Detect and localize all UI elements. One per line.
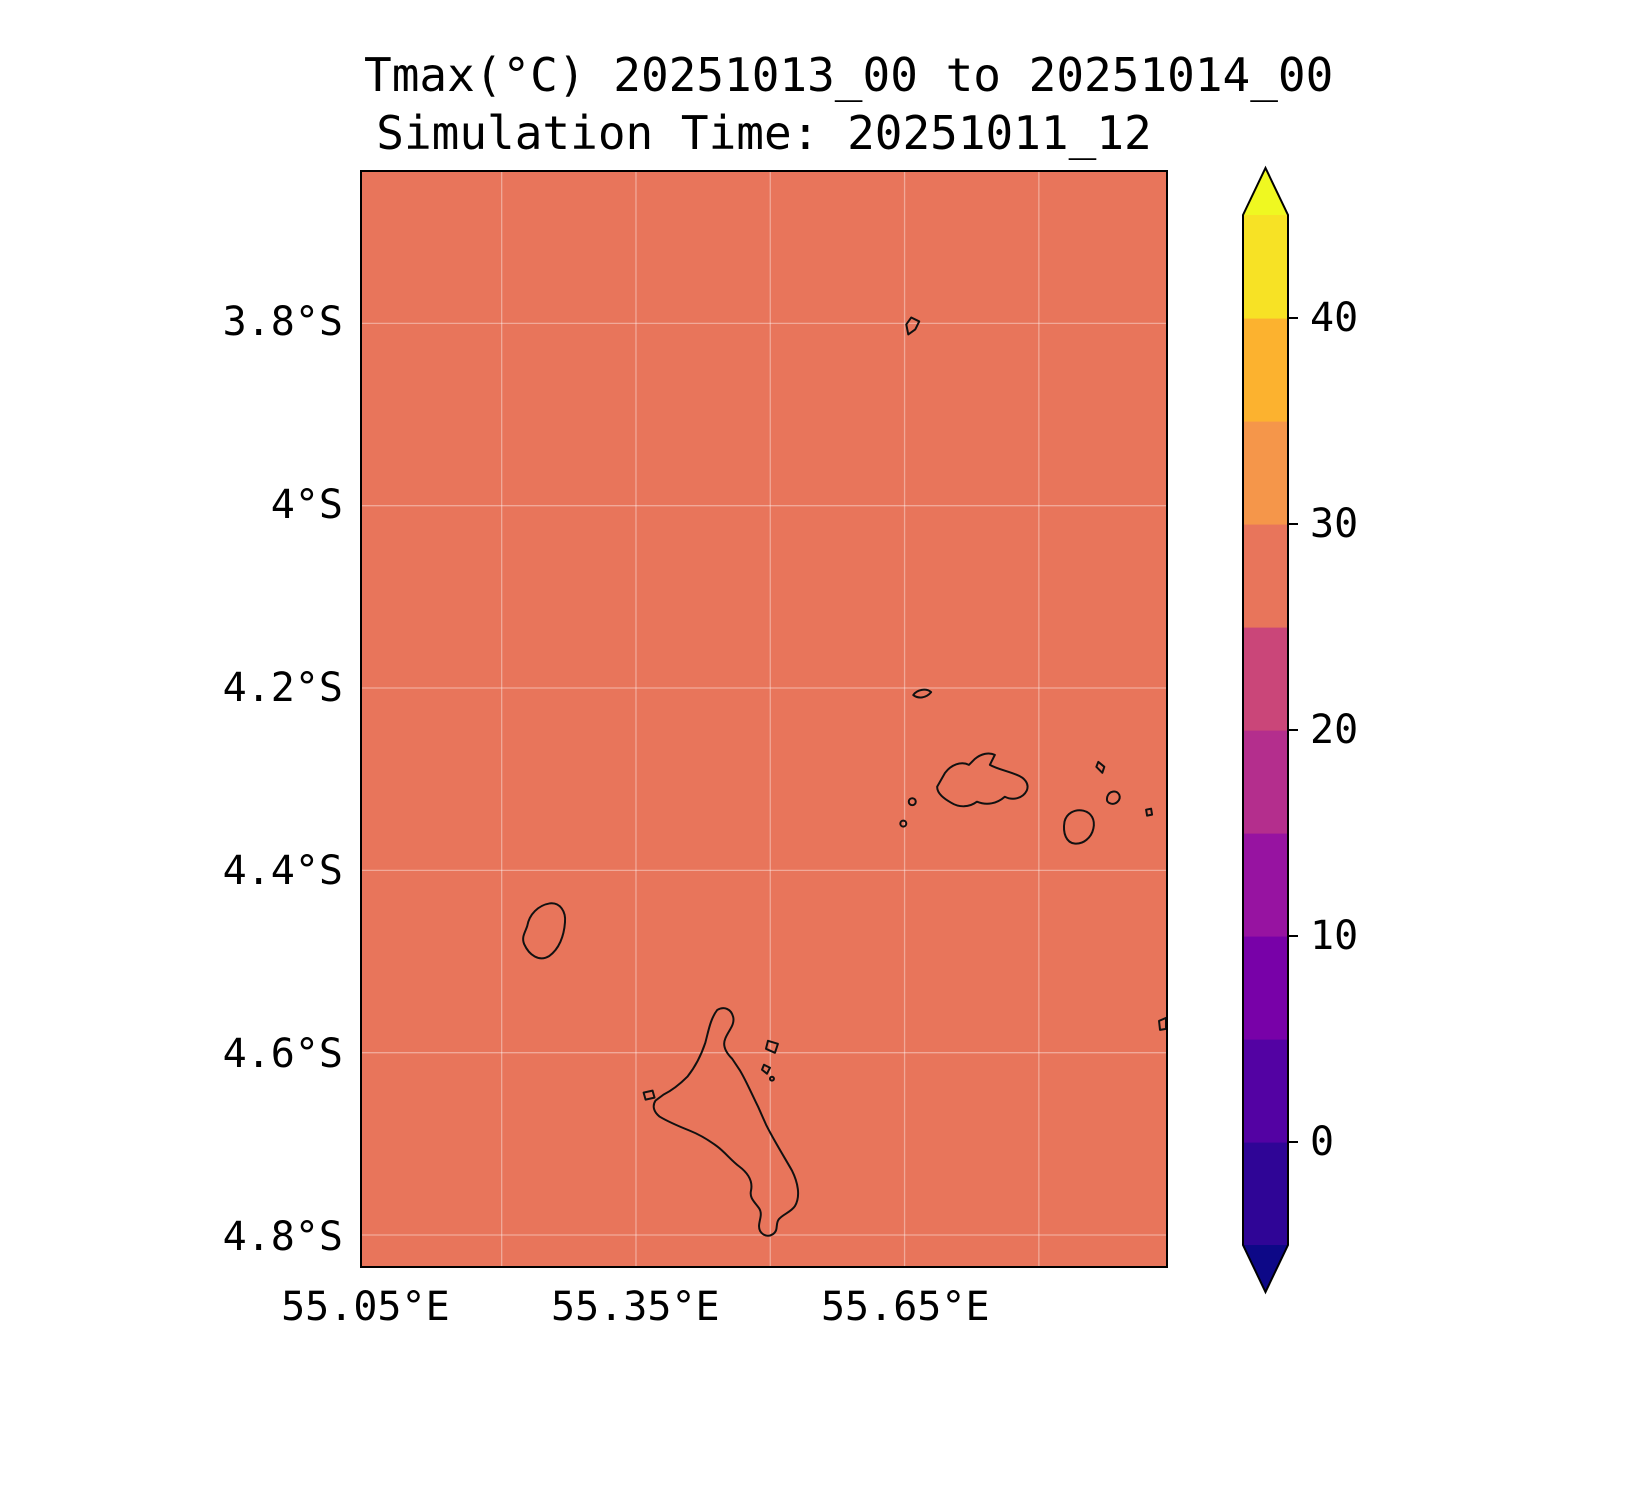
colorbar-band xyxy=(1243,936,1288,1040)
colorbar-over-arrow xyxy=(1243,168,1288,215)
colorbar-band xyxy=(1243,1039,1288,1143)
coastline-silhouette xyxy=(522,902,567,960)
y-tick-label: 4.4°S xyxy=(222,847,343,894)
coastline-islet-north xyxy=(905,316,921,336)
coastline-islet-praslin-west-2 xyxy=(899,819,908,828)
coastline-islet-mahe-west xyxy=(642,1089,656,1101)
x-tick-label: 55.35°E xyxy=(551,1284,720,1330)
colorbar-band xyxy=(1243,627,1288,731)
colorbar-band xyxy=(1243,318,1288,422)
coastlines xyxy=(522,316,1166,1237)
y-tick-label: 4.6°S xyxy=(222,1030,343,1077)
colorbar-band xyxy=(1243,730,1288,834)
colorbar-outline xyxy=(1242,165,1289,1295)
coastline-islet-east-3 xyxy=(1145,807,1154,817)
colorbar-tick-label: 20 xyxy=(1310,707,1358,753)
coastline-islet-praslin-west-1 xyxy=(907,797,917,807)
colorbar-tick-label: 10 xyxy=(1310,913,1358,959)
y-tick-label: 3.8°S xyxy=(222,298,343,345)
coastline-la-digue xyxy=(1063,809,1095,845)
coastline-praslin xyxy=(936,752,1029,808)
colorbar-band xyxy=(1243,833,1288,937)
map-canvas xyxy=(362,172,1166,1266)
x-tick-label: 55.05°E xyxy=(281,1284,450,1330)
colorbar-tick-label: 0 xyxy=(1310,1119,1334,1165)
x-tick-label: 55.65°E xyxy=(820,1284,990,1330)
colorbar-tick-label: 40 xyxy=(1310,295,1358,341)
coastline-islet-sliver xyxy=(912,688,933,699)
coastline-islet-mahe-east-1 xyxy=(764,1039,779,1054)
coastline-islet-mahe-east-2 xyxy=(761,1063,771,1075)
map-plot-area xyxy=(360,170,1168,1268)
y-tick-label: 4°S xyxy=(270,481,343,528)
coastline-islet-right-edge xyxy=(1158,1016,1166,1031)
colorbar-tick-label: 30 xyxy=(1310,501,1358,547)
plot-title-line2: Simulation Time: 20251011_12 xyxy=(376,106,1152,160)
y-tick-label: 4.8°S xyxy=(222,1213,343,1260)
coastline-islet-east-1 xyxy=(1095,760,1106,774)
colorbar-band xyxy=(1243,215,1288,319)
colorbar-under-arrow xyxy=(1243,1245,1288,1292)
y-tick-label: 4.2°S xyxy=(222,664,343,711)
colorbar-band xyxy=(1243,421,1288,525)
coastline-islet-east-2 xyxy=(1105,790,1121,805)
coastline-mahe xyxy=(652,1007,800,1237)
coastline-islet-mahe-east-3 xyxy=(768,1075,775,1082)
graticule-gridlines xyxy=(362,172,1166,1266)
colorbar-band xyxy=(1243,1142,1288,1246)
colorbar-band xyxy=(1243,524,1288,628)
colorbar: 40 30 20 10 0 xyxy=(1242,165,1358,1295)
